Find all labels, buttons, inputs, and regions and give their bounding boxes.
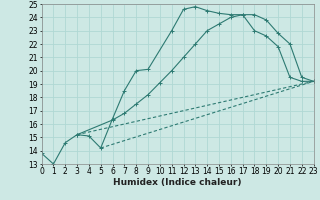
X-axis label: Humidex (Indice chaleur): Humidex (Indice chaleur) xyxy=(113,178,242,187)
